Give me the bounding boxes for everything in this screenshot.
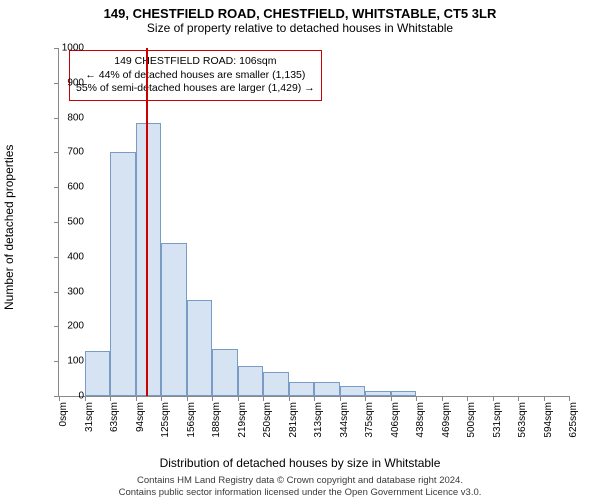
- annotation-line1: 149 CHESTFIELD ROAD: 106sqm: [76, 55, 315, 69]
- x-tick-label: 250sqm: [262, 402, 273, 442]
- annotation-box: 149 CHESTFIELD ROAD: 106sqm ← 44% of det…: [69, 50, 322, 101]
- y-tick-label: 600: [67, 182, 84, 193]
- x-tick: [161, 396, 162, 401]
- y-tick: [54, 257, 59, 258]
- x-tick: [416, 396, 417, 401]
- y-tick-label: 200: [67, 321, 84, 332]
- y-tick-label: 900: [67, 77, 84, 88]
- x-tick-label: 219sqm: [237, 402, 248, 442]
- x-tick-label: 0sqm: [58, 402, 69, 442]
- property-marker-line: [146, 48, 148, 396]
- x-tick: [314, 396, 315, 401]
- footer-line2: Contains public sector information licen…: [0, 487, 600, 498]
- chart-footer: Contains HM Land Registry data © Crown c…: [0, 475, 600, 498]
- x-tick-label: 281sqm: [288, 402, 299, 442]
- x-tick-label: 313sqm: [313, 402, 324, 442]
- x-tick: [263, 396, 264, 401]
- histogram-bar: [136, 123, 162, 396]
- y-tick: [54, 152, 59, 153]
- y-tick-label: 500: [67, 217, 84, 228]
- histogram-bar: [187, 300, 213, 396]
- histogram-bar: [263, 372, 289, 396]
- histogram-bar: [289, 382, 315, 396]
- x-tick: [136, 396, 137, 401]
- x-tick: [442, 396, 443, 401]
- x-tick-label: 594sqm: [543, 402, 554, 442]
- y-tick-label: 1000: [62, 43, 84, 54]
- x-tick: [212, 396, 213, 401]
- y-tick: [54, 361, 59, 362]
- y-tick: [54, 326, 59, 327]
- x-tick-label: 531sqm: [492, 402, 503, 442]
- x-tick: [391, 396, 392, 401]
- x-axis-label: Distribution of detached houses by size …: [0, 456, 600, 470]
- histogram-bar: [161, 243, 187, 396]
- histogram-bar: [238, 366, 264, 396]
- x-tick: [467, 396, 468, 401]
- annotation-line3: 55% of semi-detached houses are larger (…: [76, 82, 315, 96]
- y-axis-label: Number of detached properties: [2, 145, 16, 310]
- x-tick-label: 31sqm: [84, 402, 95, 442]
- histogram-bar: [110, 152, 136, 396]
- y-tick: [54, 187, 59, 188]
- x-tick-label: 188sqm: [211, 402, 222, 442]
- x-tick: [85, 396, 86, 401]
- chart-title-sub: Size of property relative to detached ho…: [0, 21, 600, 39]
- x-tick-label: 500sqm: [466, 402, 477, 442]
- x-tick-label: 63sqm: [109, 402, 120, 442]
- x-tick-label: 375sqm: [364, 402, 375, 442]
- chart-container: 149, CHESTFIELD ROAD, CHESTFIELD, WHITST…: [0, 0, 600, 500]
- y-tick: [54, 222, 59, 223]
- y-tick-label: 700: [67, 147, 84, 158]
- x-tick: [59, 396, 60, 401]
- x-tick-label: 125sqm: [160, 402, 171, 442]
- x-tick-label: 438sqm: [415, 402, 426, 442]
- chart-title-main: 149, CHESTFIELD ROAD, CHESTFIELD, WHITST…: [0, 0, 600, 21]
- x-tick: [238, 396, 239, 401]
- plot-area: 149 CHESTFIELD ROAD: 106sqm ← 44% of det…: [58, 48, 569, 397]
- x-tick-label: 94sqm: [135, 402, 146, 442]
- y-tick: [54, 292, 59, 293]
- x-tick: [569, 396, 570, 401]
- x-tick: [365, 396, 366, 401]
- y-tick-label: 800: [67, 112, 84, 123]
- y-tick-label: 400: [67, 251, 84, 262]
- x-tick-label: 469sqm: [441, 402, 452, 442]
- x-tick: [493, 396, 494, 401]
- x-tick: [187, 396, 188, 401]
- y-tick-label: 300: [67, 286, 84, 297]
- x-tick-label: 344sqm: [339, 402, 350, 442]
- y-tick-label: 100: [67, 356, 84, 367]
- x-tick-label: 406sqm: [390, 402, 401, 442]
- x-tick: [518, 396, 519, 401]
- y-tick-label: 0: [78, 391, 84, 402]
- x-tick: [340, 396, 341, 401]
- y-tick: [54, 83, 59, 84]
- y-tick: [54, 118, 59, 119]
- footer-line1: Contains HM Land Registry data © Crown c…: [0, 475, 600, 486]
- histogram-bar: [314, 382, 340, 396]
- histogram-bar: [365, 391, 391, 396]
- y-tick: [54, 48, 59, 49]
- histogram-bar: [85, 351, 111, 396]
- x-tick-label: 156sqm: [186, 402, 197, 442]
- x-tick: [544, 396, 545, 401]
- x-tick-label: 625sqm: [568, 402, 579, 442]
- histogram-bar: [212, 349, 238, 396]
- x-tick: [289, 396, 290, 401]
- histogram-bar: [391, 391, 417, 396]
- annotation-line2: ← 44% of detached houses are smaller (1,…: [76, 69, 315, 83]
- histogram-bar: [340, 386, 366, 396]
- x-tick-label: 563sqm: [517, 402, 528, 442]
- x-tick: [110, 396, 111, 401]
